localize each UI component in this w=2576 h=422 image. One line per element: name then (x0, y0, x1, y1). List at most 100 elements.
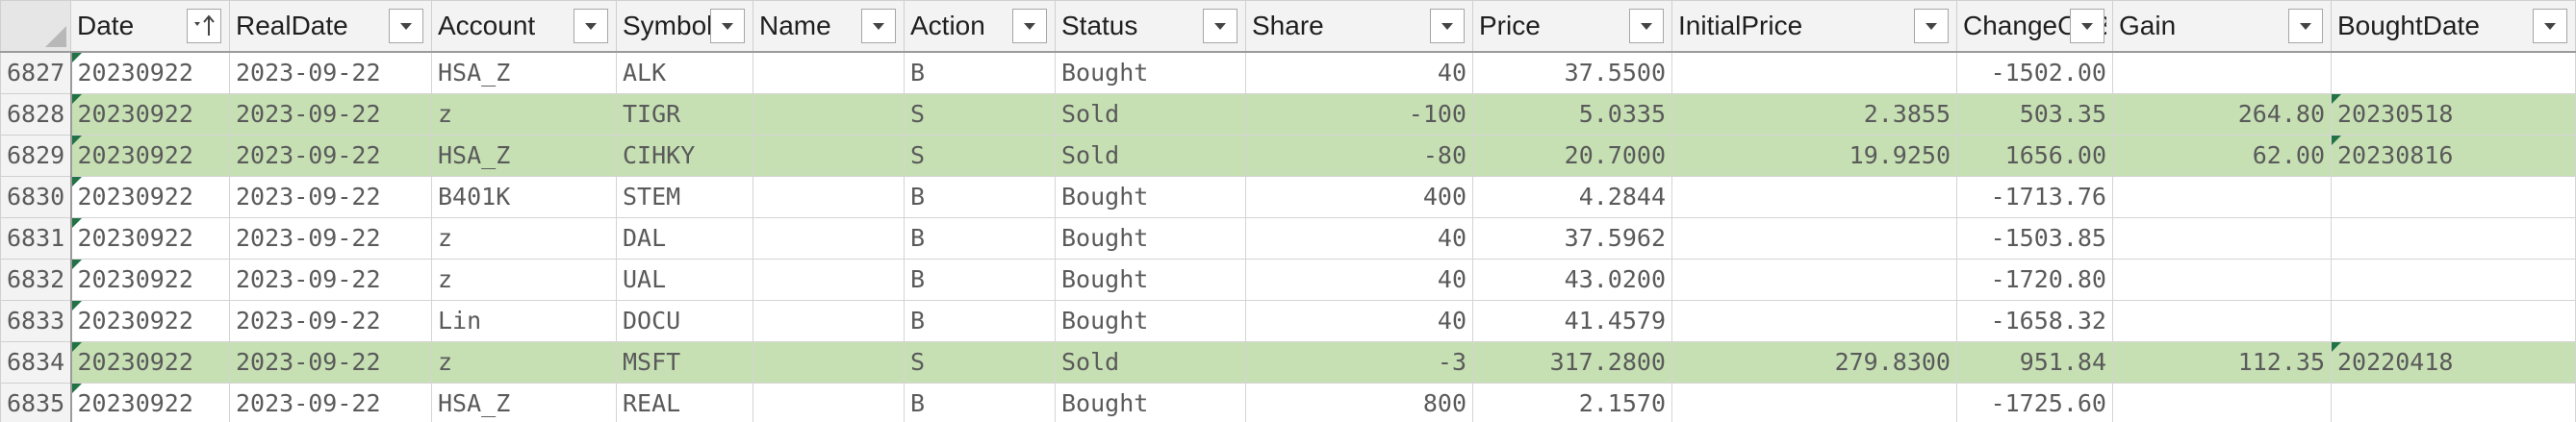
cell-status[interactable]: Bought (1055, 216, 1246, 260)
cell-symbol[interactable]: CIHKY (616, 134, 753, 177)
cell-symbol[interactable]: DOCU (616, 299, 753, 342)
cell-initialprice[interactable] (1671, 299, 1957, 342)
cell-name[interactable] (752, 92, 905, 136)
cell-status[interactable]: Sold (1055, 92, 1246, 136)
cell-gain[interactable]: 112.35 (2112, 340, 2332, 384)
row-number-header[interactable]: 6830 (0, 175, 72, 218)
filter-dropdown-button[interactable] (389, 9, 423, 43)
cell-account[interactable]: B401K (431, 175, 617, 218)
cell-boughtdate[interactable] (2331, 175, 2576, 218)
cell-gain[interactable] (2112, 382, 2332, 422)
cell-account[interactable]: HSA_Z (431, 382, 617, 422)
cell-realdate[interactable]: 2023-09-22 (229, 134, 432, 177)
cell-realdate[interactable]: 2023-09-22 (229, 340, 432, 384)
cell-account[interactable]: HSA_Z (431, 51, 617, 94)
cell-realdate[interactable]: 2023-09-22 (229, 51, 432, 94)
row-number-header[interactable]: 6829 (0, 134, 72, 177)
row-number-header[interactable]: 6835 (0, 382, 72, 422)
cell-share[interactable]: 40 (1245, 216, 1473, 260)
column-header-account[interactable]: Account (431, 0, 617, 53)
cell-action[interactable]: S (904, 92, 1056, 136)
cell-name[interactable] (752, 51, 905, 94)
cell-account[interactable]: z (431, 92, 617, 136)
cell-changeonbalance[interactable]: -1725.60 (1956, 382, 2113, 422)
cell-initialprice[interactable] (1671, 382, 1957, 422)
row-number-header[interactable]: 6832 (0, 258, 72, 301)
cell-action[interactable]: B (904, 258, 1056, 301)
cell-status[interactable]: Bought (1055, 175, 1246, 218)
cell-share[interactable]: 40 (1245, 299, 1473, 342)
cell-share[interactable]: 40 (1245, 258, 1473, 301)
cell-status[interactable]: Bought (1055, 299, 1246, 342)
filter-dropdown-button[interactable] (1012, 9, 1047, 43)
cell-price[interactable]: 20.7000 (1472, 134, 1672, 177)
cell-gain[interactable] (2112, 216, 2332, 260)
cell-realdate[interactable]: 2023-09-22 (229, 258, 432, 301)
cell-gain[interactable]: 264.80 (2112, 92, 2332, 136)
column-header-gain[interactable]: Gain (2112, 0, 2332, 53)
cell-date[interactable]: 20230922 (70, 216, 230, 260)
filter-dropdown-button[interactable] (710, 9, 745, 43)
cell-changeonbalance[interactable]: 951.84 (1956, 340, 2113, 384)
select-all-icon[interactable] (45, 26, 66, 47)
row-number-header[interactable]: 6831 (0, 216, 72, 260)
cell-gain[interactable] (2112, 299, 2332, 342)
column-header-status[interactable]: Status (1055, 0, 1246, 53)
cell-changeonbalance[interactable]: 1656.00 (1956, 134, 2113, 177)
cell-price[interactable]: 2.1570 (1472, 382, 1672, 422)
cell-action[interactable]: B (904, 382, 1056, 422)
row-number-header[interactable]: 6827 (0, 51, 72, 94)
cell-boughtdate[interactable]: 20230518 (2331, 92, 2576, 136)
column-header-changeonbalance[interactable]: ChangeOnBalance (1956, 0, 2113, 53)
cell-date[interactable]: 20230922 (70, 382, 230, 422)
cell-date[interactable]: 20230922 (70, 340, 230, 384)
cell-symbol[interactable]: REAL (616, 382, 753, 422)
filter-dropdown-button[interactable] (2070, 9, 2104, 43)
cell-symbol[interactable]: STEM (616, 175, 753, 218)
row-number-header[interactable]: 6828 (0, 92, 72, 136)
cell-boughtdate[interactable] (2331, 382, 2576, 422)
cell-price[interactable]: 4.2844 (1472, 175, 1672, 218)
column-header-symbol[interactable]: Symbol (616, 0, 753, 53)
filter-dropdown-button[interactable] (574, 9, 608, 43)
cell-changeonbalance[interactable]: -1720.80 (1956, 258, 2113, 301)
cell-action[interactable]: S (904, 340, 1056, 384)
cell-realdate[interactable]: 2023-09-22 (229, 299, 432, 342)
cell-share[interactable]: 400 (1245, 175, 1473, 218)
cell-symbol[interactable]: UAL (616, 258, 753, 301)
cell-account[interactable]: z (431, 340, 617, 384)
cell-realdate[interactable]: 2023-09-22 (229, 175, 432, 218)
filter-dropdown-button[interactable] (2288, 9, 2323, 43)
cell-realdate[interactable]: 2023-09-22 (229, 92, 432, 136)
column-header-date[interactable]: Date (70, 0, 230, 53)
filter-dropdown-button[interactable] (1203, 9, 1237, 43)
cell-account[interactable]: HSA_Z (431, 134, 617, 177)
column-header-price[interactable]: Price (1472, 0, 1672, 53)
select-all-corner[interactable] (0, 0, 71, 53)
cell-initialprice[interactable] (1671, 216, 1957, 260)
cell-changeonbalance[interactable]: -1658.32 (1956, 299, 2113, 342)
cell-initialprice[interactable]: 2.3855 (1671, 92, 1957, 136)
cell-status[interactable]: Sold (1055, 340, 1246, 384)
cell-date[interactable]: 20230922 (70, 51, 230, 94)
cell-price[interactable]: 317.2800 (1472, 340, 1672, 384)
cell-share[interactable]: -100 (1245, 92, 1473, 136)
filter-dropdown-button[interactable] (1430, 9, 1465, 43)
cell-name[interactable] (752, 258, 905, 301)
cell-date[interactable]: 20230922 (70, 134, 230, 177)
cell-share[interactable]: -3 (1245, 340, 1473, 384)
cell-changeonbalance[interactable]: 503.35 (1956, 92, 2113, 136)
cell-changeonbalance[interactable]: -1503.85 (1956, 216, 2113, 260)
cell-name[interactable] (752, 299, 905, 342)
cell-boughtdate[interactable] (2331, 299, 2576, 342)
cell-symbol[interactable]: MSFT (616, 340, 753, 384)
row-number-header[interactable]: 6834 (0, 340, 72, 384)
cell-date[interactable]: 20230922 (70, 92, 230, 136)
cell-action[interactable]: B (904, 51, 1056, 94)
filter-dropdown-button[interactable] (2533, 9, 2567, 43)
cell-initialprice[interactable] (1671, 51, 1957, 94)
cell-realdate[interactable]: 2023-09-22 (229, 216, 432, 260)
cell-account[interactable]: Lin (431, 299, 617, 342)
cell-account[interactable]: z (431, 258, 617, 301)
cell-price[interactable]: 5.0335 (1472, 92, 1672, 136)
